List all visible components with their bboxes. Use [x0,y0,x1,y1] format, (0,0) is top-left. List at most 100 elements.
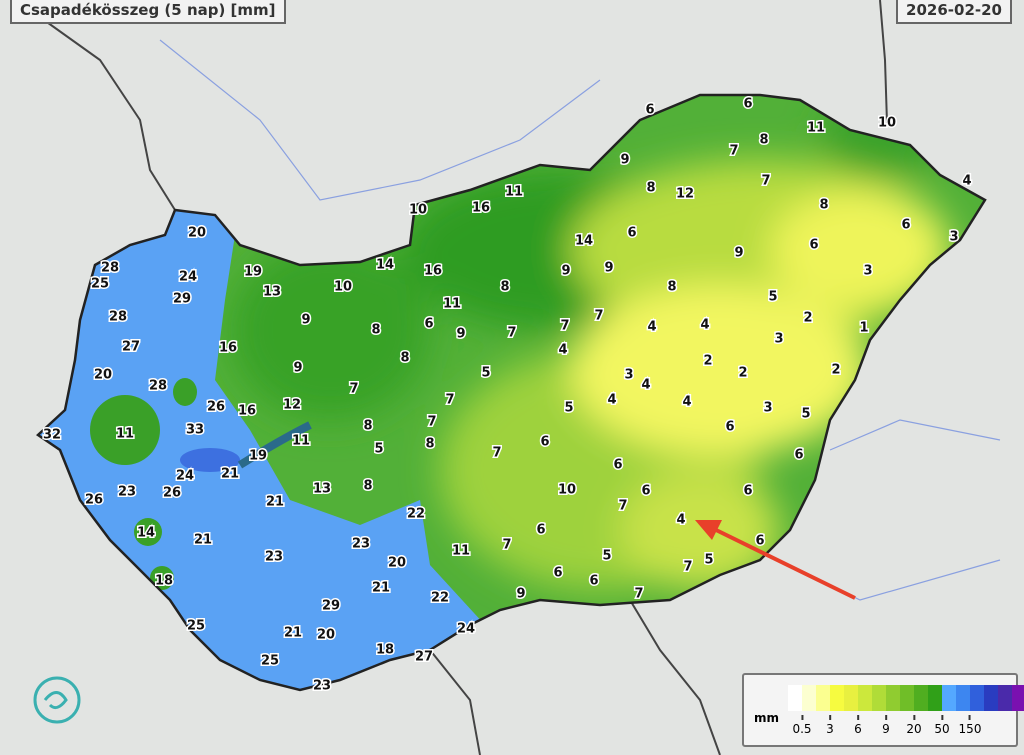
station-value: 21 [221,467,239,482]
legend-swatch [928,685,942,711]
station-value: 12 [676,187,694,202]
map-date: 2026-02-20 [896,0,1012,24]
station-value: 6 [901,218,910,233]
station-value: 20 [188,226,206,241]
station-value: 6 [755,534,764,549]
station-value: 25 [91,277,109,292]
station-value: 5 [374,442,383,457]
station-value: 6 [645,103,654,118]
station-value: 8 [500,280,509,295]
legend-tick: 6 [854,715,862,736]
station-value: 23 [313,679,331,694]
station-value: 6 [424,317,433,332]
station-value: 21 [372,581,390,596]
station-value: 26 [207,400,225,415]
legend-swatch [900,685,914,711]
logo [33,676,81,724]
station-value: 20 [94,368,112,383]
station-value: 13 [313,482,331,497]
station-value: 23 [352,537,370,552]
station-value: 8 [667,280,676,295]
station-value: 24 [179,270,197,285]
station-value: 7 [560,319,569,334]
station-value: 18 [155,574,173,589]
station-value: 11 [443,297,461,312]
station-value: 2 [803,311,812,326]
station-value: 7 [618,499,627,514]
station-value: 28 [109,310,127,325]
station-value: 9 [293,361,302,376]
legend-tick: 150 [959,715,982,736]
station-value: 7 [729,144,738,159]
station-value: 6 [613,458,622,473]
station-value: 16 [238,404,256,419]
station-value: 6 [627,226,636,241]
station-value: 2 [738,366,747,381]
station-value: 9 [516,587,525,602]
station-value: 7 [761,174,770,189]
station-value: 2 [703,354,712,369]
station-value: 7 [594,309,603,324]
station-value: 14 [376,258,394,273]
hungary-border [35,93,987,692]
station-value: 7 [502,538,511,553]
station-value: 8 [363,419,372,434]
station-value: 26 [85,493,103,508]
station-value: 21 [266,495,284,510]
map-title: Csapadékösszeg (5 nap) [mm] [10,0,286,24]
legend-swatch [984,685,998,711]
station-value: 8 [759,133,768,148]
station-value: 28 [101,261,119,276]
legend-colorbar [788,685,1024,711]
station-value: 3 [624,368,633,383]
legend-swatch [942,685,956,711]
station-value: 13 [263,285,281,300]
station-value: 11 [292,434,310,449]
station-value: 26 [163,486,181,501]
station-value: 24 [176,469,194,484]
station-value: 23 [265,550,283,565]
station-value: 22 [407,507,425,522]
station-value: 27 [415,650,433,665]
station-value: 11 [452,544,470,559]
station-value: 8 [363,479,372,494]
station-value: 6 [794,448,803,463]
station-value: 7 [492,446,501,461]
station-value: 5 [801,407,810,422]
station-value: 25 [187,619,205,634]
station-value: 10 [878,116,896,131]
station-value: 11 [807,121,825,136]
station-value: 7 [445,393,454,408]
station-value: 25 [261,654,279,669]
station-value: 2 [831,363,840,378]
legend: mm 0.5 3 6 9 20 50 150 [742,673,1024,747]
station-value: 4 [676,513,685,528]
legend-swatch [802,685,816,711]
legend-swatch [830,685,844,711]
station-value: 21 [194,533,212,548]
station-value: 6 [536,523,545,538]
station-value: 5 [602,549,611,564]
annotation-arrow [695,520,856,600]
legend-tick: 0.5 [792,715,811,736]
station-value: 19 [249,449,267,464]
station-value: 5 [768,290,777,305]
station-value: 6 [641,484,650,499]
station-value: 8 [646,181,655,196]
station-value: 28 [149,379,167,394]
legend-swatch [914,685,928,711]
legend-tick: 20 [906,715,921,736]
station-value: 18 [376,643,394,658]
station-value: 24 [457,622,475,637]
station-value: 16 [219,341,237,356]
legend-swatch [872,685,886,711]
station-value: 4 [641,378,650,393]
station-value: 6 [589,574,598,589]
lake-balaton [237,421,312,469]
station-value: 7 [634,587,643,602]
station-value: 5 [481,366,490,381]
station-value: 29 [173,292,191,307]
station-value: 4 [700,318,709,333]
station-value: 11 [116,427,134,442]
